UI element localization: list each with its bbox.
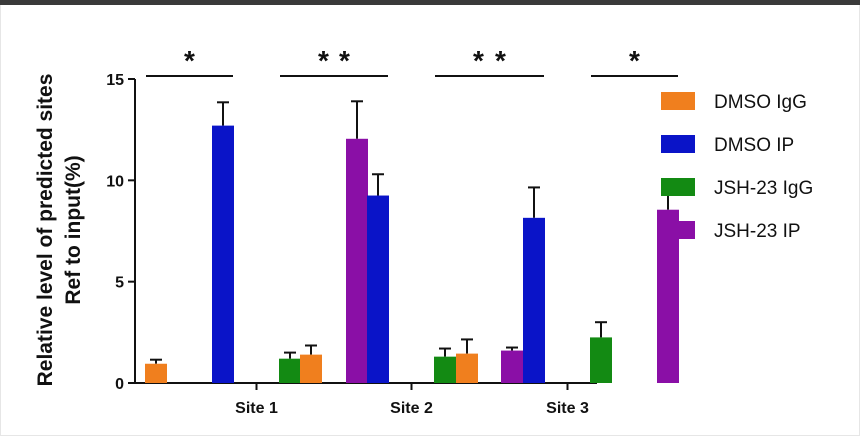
y-axis-title: Relative level of predicted sites Ref to… <box>34 74 85 387</box>
significance-star: * <box>495 45 506 76</box>
significance-star: * <box>318 45 329 76</box>
x-tick-label: Site 3 <box>546 400 589 417</box>
top-border <box>0 0 860 5</box>
legend: DMSO IgG DMSO IP JSH-23 IgG JSH-23 IP <box>661 92 813 242</box>
significance-star: * <box>339 45 350 76</box>
significance-star: * <box>629 45 640 76</box>
bar <box>456 353 478 383</box>
plot-area: 0 5 10 15 Site 1 Site 2 Site 3 * * * * * * <box>106 45 679 417</box>
y-tick-label: 5 <box>115 275 124 292</box>
bar <box>590 337 612 383</box>
y-axis-title-line2: Ref to input(%) <box>62 155 85 304</box>
bar <box>212 125 234 383</box>
legend-swatch <box>661 178 695 196</box>
bar <box>501 350 523 383</box>
legend-label: JSH-23 IP <box>714 221 801 242</box>
legend-swatch <box>661 92 695 110</box>
bar <box>657 209 679 383</box>
significance-star: * <box>473 45 484 76</box>
bar <box>367 195 389 383</box>
y-axis-title-line1: Relative level of predicted sites <box>34 74 57 387</box>
significance-star: * <box>184 45 195 76</box>
x-tick-label: Site 1 <box>235 400 278 417</box>
legend-label: DMSO IP <box>714 135 794 156</box>
legend-label: DMSO IgG <box>714 92 807 113</box>
bar <box>300 354 322 383</box>
legend-swatch <box>661 221 695 239</box>
y-tick-label: 0 <box>115 376 124 393</box>
legend-label: JSH-23 IgG <box>714 178 813 199</box>
bar <box>279 358 301 383</box>
bar <box>145 363 167 383</box>
bar <box>523 217 545 383</box>
y-tick-label: 10 <box>106 173 124 190</box>
bar <box>434 356 456 383</box>
legend-swatch <box>661 135 695 153</box>
bar <box>346 138 368 383</box>
x-tick-label: Site 2 <box>390 400 433 417</box>
y-tick-label: 15 <box>106 72 124 89</box>
